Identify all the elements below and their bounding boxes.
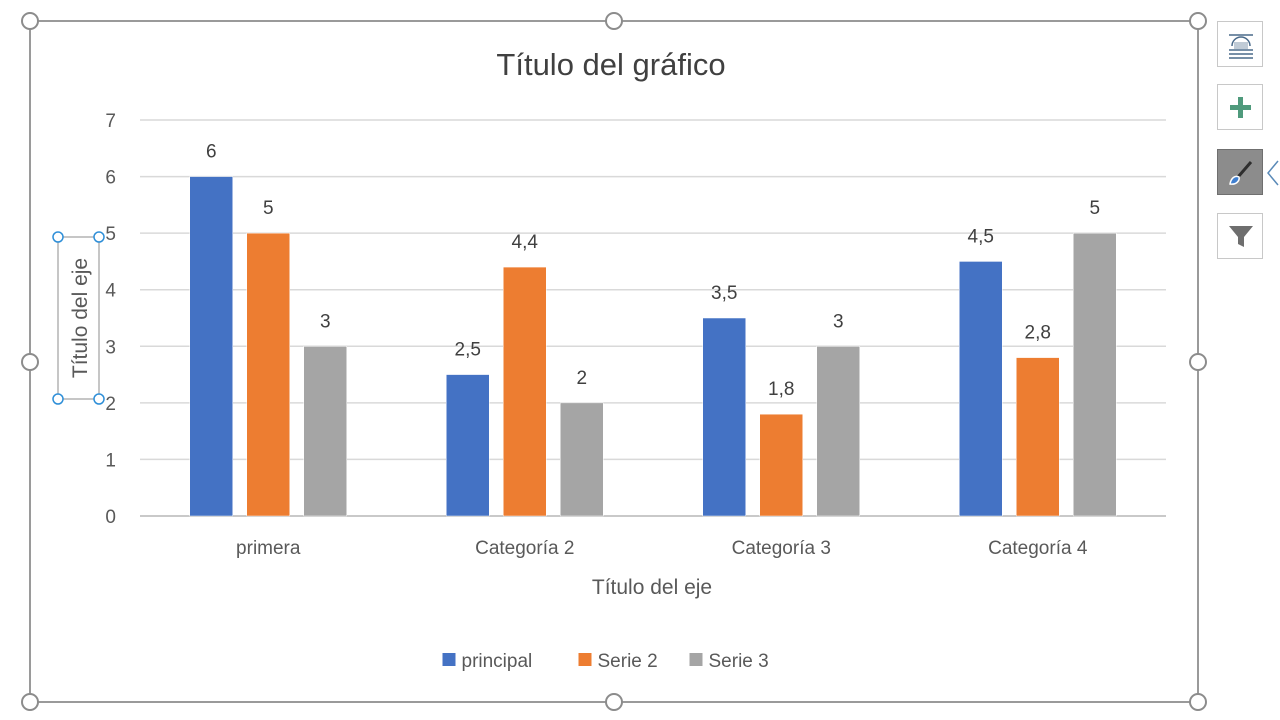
bar-serie-2[interactable] xyxy=(246,232,290,517)
legend-swatch xyxy=(442,653,456,666)
resize-handle-left[interactable] xyxy=(21,353,39,371)
resize-handle-bottom-right[interactable] xyxy=(1189,693,1207,711)
chart-title[interactable]: Título del gráfico xyxy=(496,47,725,82)
bar-serie-2[interactable] xyxy=(1016,357,1060,517)
bar-serie-2[interactable] xyxy=(503,266,547,517)
y-tick-label: 2 xyxy=(105,394,116,415)
bar-principal[interactable] xyxy=(959,261,1003,517)
active-button-pointer-icon xyxy=(1267,160,1279,186)
data-label[interactable]: 3,5 xyxy=(711,283,737,304)
y-tick-label: 5 xyxy=(105,224,116,245)
y-tick-label: 3 xyxy=(105,337,116,358)
chart-styles-button[interactable] xyxy=(1217,149,1263,195)
data-label[interactable]: 2,8 xyxy=(1025,323,1051,344)
data-label[interactable]: 6 xyxy=(206,142,217,163)
chart-styles-brush-icon xyxy=(1229,161,1253,185)
data-labels[interactable]: 6 5 3 2,5 4,4 2 3,5 1,8 3 4,5 2,8 5 xyxy=(206,142,1100,401)
data-label[interactable]: 5 xyxy=(263,198,274,219)
bar-serie-3[interactable] xyxy=(816,346,860,517)
data-label[interactable]: 3 xyxy=(833,311,844,332)
x-axis-title[interactable]: Título del eje xyxy=(592,576,712,599)
bar-principal[interactable] xyxy=(189,176,233,517)
y-axis-title[interactable]: Título del eje xyxy=(69,258,92,378)
data-label[interactable]: 3 xyxy=(320,311,331,332)
chart-filters-funnel-icon xyxy=(1229,226,1253,247)
chart-elements-plus-icon xyxy=(1230,97,1251,118)
y-tick-label: 4 xyxy=(105,281,116,302)
bar-serie-3[interactable] xyxy=(303,346,347,517)
x-axis-ticks[interactable]: primera Categoría 2 Categoría 3 Categoría 4 xyxy=(236,538,1088,559)
data-label[interactable]: 1,8 xyxy=(768,379,794,400)
bar-principal[interactable] xyxy=(702,317,746,517)
bar-serie-3[interactable] xyxy=(560,402,604,517)
resize-handle-bottom[interactable] xyxy=(605,693,623,711)
y-tick-label: 7 xyxy=(105,111,116,132)
legend[interactable]: principal Serie 2 Serie 3 xyxy=(442,651,769,672)
legend-label[interactable]: Serie 3 xyxy=(709,651,769,672)
resize-handle-bottom-left[interactable] xyxy=(21,693,39,711)
legend-label[interactable]: principal xyxy=(462,651,533,672)
data-label[interactable]: 4,4 xyxy=(512,232,539,253)
resize-handle-top-right[interactable] xyxy=(1189,12,1207,30)
legend-swatch xyxy=(689,653,703,666)
y-tick-label: 0 xyxy=(105,507,116,528)
x-tick-label[interactable]: Categoría 3 xyxy=(732,538,831,559)
y-axis-title-handle[interactable] xyxy=(93,231,105,243)
y-axis-title-handle[interactable] xyxy=(93,393,105,405)
data-label[interactable]: 2,5 xyxy=(455,340,481,361)
y-tick-label: 6 xyxy=(105,168,116,189)
legend-swatch xyxy=(578,653,592,666)
y-tick-label: 1 xyxy=(105,450,116,471)
bars[interactable] xyxy=(189,176,1117,517)
data-label[interactable]: 5 xyxy=(1089,198,1100,219)
y-axis-ticks: 0 1 2 3 4 5 6 7 xyxy=(105,111,116,528)
y-axis-title-selection[interactable]: Título del eje xyxy=(52,231,105,405)
resize-handle-right[interactable] xyxy=(1189,353,1207,371)
y-axis-title-handle[interactable] xyxy=(52,393,64,405)
bar-serie-3[interactable] xyxy=(1073,232,1117,517)
bar-principal[interactable] xyxy=(446,374,490,517)
legend-label[interactable]: Serie 2 xyxy=(598,651,658,672)
chart-filters-button[interactable] xyxy=(1217,213,1263,259)
data-label[interactable]: 2 xyxy=(576,368,587,389)
resize-handle-top-left[interactable] xyxy=(21,12,39,30)
layout-options-icon xyxy=(1229,34,1253,59)
chart-resize-handles[interactable] xyxy=(21,12,1207,711)
resize-handle-top[interactable] xyxy=(605,12,623,30)
x-tick-label[interactable]: Categoría 4 xyxy=(988,538,1088,559)
bar-serie-2[interactable] xyxy=(759,413,803,517)
data-label[interactable]: 4,5 xyxy=(968,226,994,247)
x-tick-label[interactable]: primera xyxy=(236,538,301,559)
y-axis-title-handle[interactable] xyxy=(52,231,64,243)
x-tick-label[interactable]: Categoría 2 xyxy=(475,538,574,559)
layout-options-button[interactable] xyxy=(1217,21,1263,67)
chart-elements-button[interactable] xyxy=(1217,84,1263,130)
y-axis-title-box[interactable] xyxy=(57,236,100,400)
